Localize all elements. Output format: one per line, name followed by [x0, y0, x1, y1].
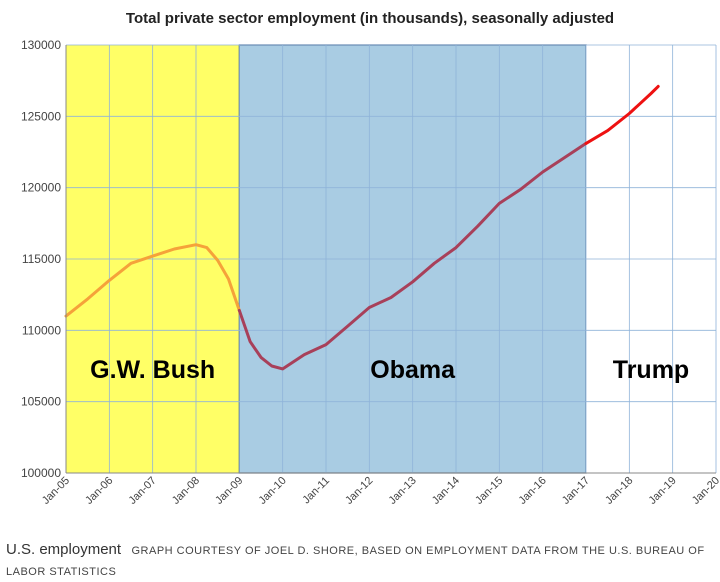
y-tick-label: 130000	[21, 38, 61, 52]
employment-chart: Total private sector employment (in thou…	[21, 10, 720, 507]
x-tick-label: Jan-20	[690, 475, 720, 507]
caption-credit: GRAPH COURTESY OF JOEL D. SHORE, BASED O…	[6, 545, 705, 578]
x-tick-label: Jan-11	[300, 475, 332, 507]
region-label: G.W. Bush	[90, 356, 215, 384]
x-tick-label: Jan-06	[83, 475, 115, 507]
caption-title: U.S. employment	[6, 541, 122, 558]
region-label: Trump	[613, 356, 689, 384]
chart-title: Total private sector employment (in thou…	[126, 10, 614, 27]
x-tick-label: Jan-10	[257, 475, 289, 507]
y-tick-label: 100000	[21, 466, 61, 480]
y-tick-label: 125000	[21, 109, 61, 123]
x-tick-label: Jan-19	[647, 475, 679, 507]
x-tick-label: Jan-12	[343, 475, 375, 507]
x-tick-label: Jan-09	[213, 475, 245, 507]
y-tick-label: 110000	[22, 323, 61, 337]
figure-caption: U.S. employment GRAPH COURTESY OF JOEL D…	[6, 540, 714, 582]
y-tick-label: 105000	[21, 395, 61, 409]
x-tick-label: Jan-15	[473, 475, 505, 507]
series-line-2	[584, 84, 660, 145]
x-tick-label: Jan-16	[517, 475, 549, 507]
y-tick-label: 120000	[21, 181, 61, 195]
x-tick-label: Jan-17	[560, 475, 592, 507]
y-tick-label: 115000	[22, 252, 61, 266]
region-label: Obama	[370, 356, 456, 384]
series-line-0	[64, 243, 241, 318]
x-tick-label: Jan-13	[387, 475, 419, 507]
series-line-1	[237, 141, 588, 371]
x-tick-label: Jan-18	[603, 475, 635, 507]
x-tick-label: Jan-07	[127, 475, 159, 507]
x-tick-label: Jan-08	[170, 475, 202, 507]
x-tick-label: Jan-14	[430, 475, 462, 507]
